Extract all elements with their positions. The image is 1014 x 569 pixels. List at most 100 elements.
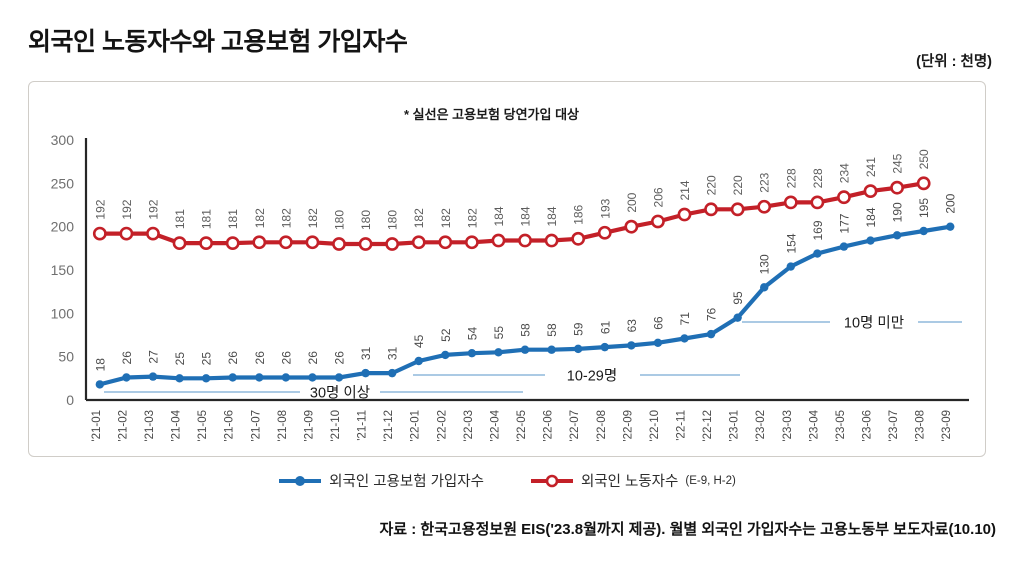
data-point (677, 207, 692, 222)
data-label: 184 (519, 206, 533, 226)
data-label: 220 (731, 175, 745, 195)
data-point (411, 235, 426, 250)
legend-item-red[interactable]: 외국인 노동자수 (E-9, H-2) (530, 470, 736, 491)
data-point (783, 195, 798, 210)
x-axis-tick: '22-01 (410, 410, 422, 442)
x-axis-tick: '21-09 (303, 410, 315, 442)
legend-label-red-sub: (E-9, H-2) (685, 474, 736, 487)
data-point (813, 249, 822, 258)
plot-frame (28, 81, 986, 457)
data-label: 182 (279, 208, 293, 228)
data-point (92, 226, 107, 241)
data-point (281, 373, 291, 382)
data-label: 58 (545, 323, 559, 337)
data-label: 154 (784, 233, 798, 253)
data-point (651, 214, 665, 229)
x-axis-tick: '22-07 (569, 410, 581, 442)
data-label: 228 (784, 168, 798, 188)
data-point (387, 368, 397, 378)
x-axis-tick: '22-03 (463, 410, 475, 442)
x-axis-tick: '23-01 (729, 410, 741, 442)
page-title: 외국인 노동자수와 고용보험 가입자수 (28, 28, 408, 56)
data-label: 26 (333, 351, 347, 365)
data-label: 45 (412, 334, 426, 348)
data-label: 181 (200, 209, 214, 229)
legend-label-red: 외국인 노동자수 (580, 474, 679, 490)
data-point (680, 334, 689, 343)
data-label: 250 (917, 149, 931, 169)
data-label: 18 (93, 358, 107, 372)
data-point (733, 313, 742, 322)
data-point (122, 373, 131, 382)
data-point (228, 373, 237, 382)
data-label: 182 (412, 208, 426, 228)
data-point (199, 236, 214, 251)
data-label: 31 (386, 346, 400, 360)
data-point (146, 226, 160, 241)
y-axis-tick: 50 (58, 349, 74, 365)
data-label: 192 (93, 199, 107, 219)
x-axis-tick: '21-12 (383, 410, 395, 442)
data-label: 186 (572, 204, 586, 224)
data-point (175, 374, 184, 383)
data-point (332, 237, 346, 251)
data-label: 200 (944, 193, 958, 213)
data-point (544, 233, 559, 248)
data-point (730, 202, 745, 217)
data-label: 61 (598, 320, 612, 334)
x-axis-tick: '23-09 (941, 410, 953, 442)
data-point (464, 235, 479, 250)
data-label: 130 (758, 254, 772, 274)
data-point (866, 236, 875, 245)
x-axis-tick: '22-12 (702, 410, 714, 442)
x-axis-tick: '23-04 (808, 409, 820, 441)
data-point (890, 180, 904, 195)
data-point (571, 231, 586, 246)
data-point (760, 283, 769, 292)
data-label: 180 (386, 210, 400, 230)
x-axis-tick: '23-06 (862, 410, 874, 442)
data-label: 66 (651, 316, 665, 330)
y-axis-tick: 250 (51, 175, 75, 191)
data-point (467, 349, 477, 358)
data-label: 55 (492, 326, 506, 340)
data-label: 180 (359, 210, 373, 230)
data-label: 52 (439, 328, 453, 342)
unit-label: (단위 : 천명) (916, 54, 992, 70)
data-label: 181 (226, 209, 240, 229)
data-label: 182 (439, 208, 453, 228)
data-label: 182 (465, 208, 479, 228)
data-label: 228 (811, 168, 825, 188)
x-axis-tick: '23-05 (835, 410, 847, 442)
data-point (919, 226, 928, 236)
data-label: 63 (625, 319, 639, 333)
data-point (491, 233, 506, 248)
legend-label-blue: 외국인 고용보험 가입자수 (329, 474, 484, 490)
data-label: 95 (731, 291, 745, 305)
data-label: 184 (864, 207, 878, 227)
data-point (361, 368, 370, 378)
x-axis-tick: '22-02 (436, 410, 448, 442)
data-label: 192 (146, 199, 160, 219)
x-axis-tick: '21-08 (277, 410, 289, 442)
y-axis-tick: 150 (51, 262, 75, 278)
y-axis-tick: 200 (51, 219, 75, 235)
data-label: 169 (811, 220, 825, 240)
data-point (518, 233, 532, 248)
data-point (810, 195, 825, 210)
x-axis-tick: '22-06 (543, 410, 555, 442)
legend-item-blue[interactable]: 외국인 고용보험 가입자수 (278, 470, 484, 491)
data-point (837, 190, 851, 205)
data-point (95, 380, 105, 389)
data-point (573, 344, 583, 354)
x-axis-tick: '23-07 (888, 410, 900, 442)
data-label: 206 (651, 187, 665, 207)
data-point (438, 235, 453, 250)
data-point (278, 235, 293, 250)
data-point (305, 235, 320, 250)
data-label: 59 (572, 322, 586, 336)
data-label: 26 (253, 351, 267, 365)
data-label: 181 (173, 209, 187, 229)
chart-footnote: * 실선은 고용보험 당연가입 대상 (404, 107, 579, 122)
